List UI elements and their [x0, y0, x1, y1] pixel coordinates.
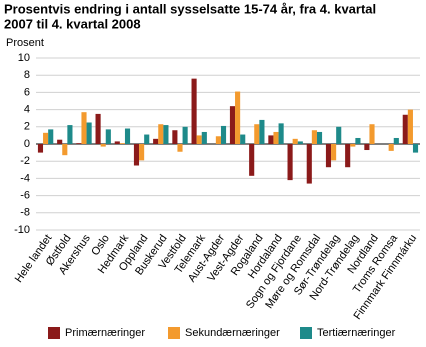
bar — [369, 124, 375, 144]
bar — [119, 143, 125, 144]
bar — [278, 123, 284, 144]
bar — [297, 141, 303, 144]
bar — [273, 131, 279, 144]
bar — [292, 138, 298, 144]
bar — [306, 144, 312, 184]
bar — [48, 129, 54, 144]
bar — [100, 144, 106, 147]
bar — [76, 143, 82, 144]
bar — [177, 144, 183, 152]
bar — [196, 135, 202, 144]
y-tick-label: -6 — [20, 190, 30, 202]
bar — [37, 144, 44, 153]
bar — [172, 130, 178, 144]
legend-swatch — [300, 327, 312, 339]
y-tick-label: 4 — [24, 104, 30, 116]
bar — [201, 131, 207, 144]
bar — [220, 125, 227, 144]
bar — [254, 124, 260, 144]
bar — [336, 126, 342, 144]
bar — [139, 144, 145, 161]
y-tick-label: -2 — [20, 155, 30, 167]
y-axis-label: Prosent — [6, 37, 44, 49]
bar — [124, 128, 131, 144]
y-tick-label: -8 — [20, 207, 30, 219]
legend-label: Sekundærnæringer — [185, 327, 280, 339]
bar — [249, 144, 255, 176]
chart-title-line-2: 2007 til 4. kvartal 2008 — [4, 16, 141, 31]
bar — [259, 119, 265, 144]
bar — [86, 122, 92, 144]
bar — [393, 137, 399, 144]
bar — [287, 144, 293, 181]
legend-swatch — [48, 327, 60, 339]
y-tick-label: -4 — [20, 172, 30, 184]
bar — [350, 144, 356, 147]
bar — [407, 109, 413, 144]
bar — [311, 130, 317, 144]
bar — [144, 134, 150, 144]
bar — [114, 141, 120, 144]
legend-label: Tertiærnæringer — [317, 327, 396, 339]
legend-label: Primærnæringer — [65, 327, 145, 339]
bar — [133, 144, 140, 166]
chart-title-line-1: Prosentvis endring i antall sysselsatte … — [4, 1, 376, 16]
bar — [43, 132, 49, 144]
bar — [345, 144, 351, 168]
bar — [158, 124, 164, 144]
bar — [229, 106, 236, 144]
bar — [331, 144, 337, 161]
y-tick-label: 8 — [24, 69, 30, 81]
bar — [402, 114, 408, 144]
bar — [268, 135, 274, 144]
y-tick-label: 6 — [24, 86, 30, 98]
bar — [388, 144, 394, 151]
bar — [57, 139, 63, 144]
bar — [364, 144, 370, 151]
bar — [105, 129, 111, 144]
bar — [316, 131, 323, 144]
bar — [412, 144, 419, 153]
y-tick-label: 2 — [24, 121, 30, 133]
bar — [81, 112, 87, 144]
y-tick-label: -10 — [14, 224, 30, 236]
bar — [163, 125, 169, 144]
bar — [191, 78, 197, 144]
legend-swatch — [168, 327, 180, 339]
bar — [355, 137, 361, 144]
bar — [95, 113, 101, 144]
bar — [215, 136, 221, 144]
bar — [67, 125, 73, 144]
bar — [182, 126, 188, 144]
bar — [240, 134, 246, 144]
bar — [62, 144, 68, 156]
y-tick-label: 10 — [18, 52, 30, 64]
y-tick-label: 0 — [24, 138, 30, 150]
bar — [235, 91, 241, 144]
bar — [325, 144, 332, 168]
bar — [153, 138, 159, 144]
